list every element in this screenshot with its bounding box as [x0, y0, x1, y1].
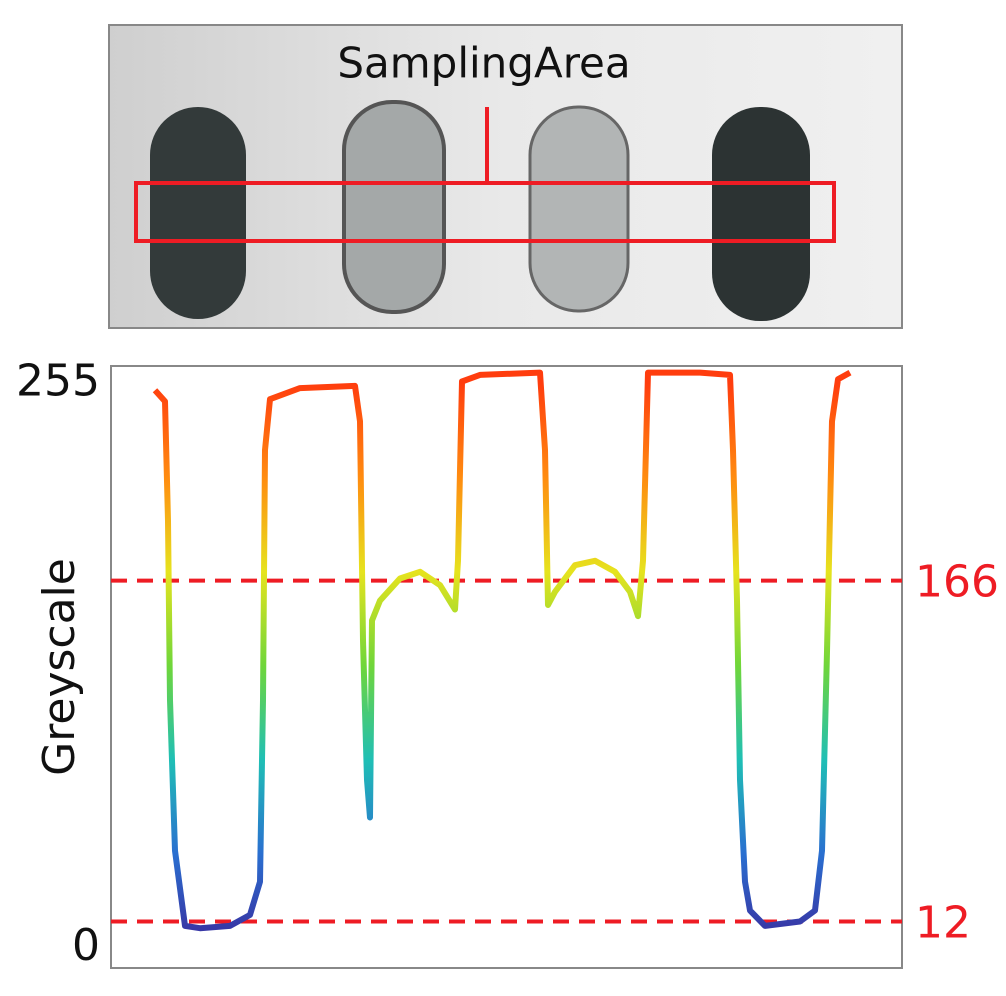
- capsule: [712, 107, 810, 321]
- capsule: [150, 107, 246, 319]
- capsule: [528, 105, 630, 313]
- capsule: [342, 100, 446, 314]
- y-tick-label: 0: [72, 920, 100, 971]
- profile-line: [152, 369, 852, 932]
- image-label: SamplingArea: [337, 39, 630, 88]
- y-axis-label: Greyscale: [34, 558, 85, 776]
- y-tick-label: 255: [16, 356, 100, 407]
- sampling-image: SamplingArea: [108, 24, 903, 329]
- reference-label: 12: [915, 898, 971, 949]
- reference-label: 166: [915, 557, 999, 608]
- plot-frame: [110, 365, 903, 969]
